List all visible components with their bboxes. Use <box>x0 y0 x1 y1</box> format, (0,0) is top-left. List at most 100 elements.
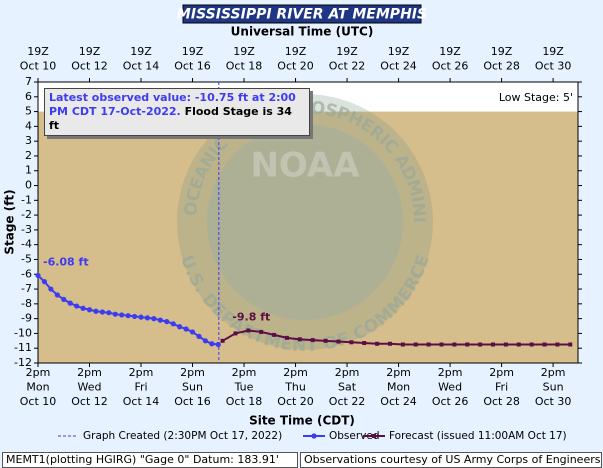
tick-line: 19Z <box>79 45 101 58</box>
tick-line: 2pm <box>386 366 411 379</box>
y-tick-label: -3 <box>21 223 32 236</box>
tick-line: 2pm <box>77 366 102 379</box>
tick-line: Oct 20 <box>277 395 314 408</box>
tick-line: Thu <box>284 381 306 394</box>
x-tick-label: 2pm Fri Oct 28 <box>483 366 520 408</box>
tick-line: Fri <box>495 381 508 394</box>
data-point <box>170 321 176 327</box>
x2-tick-label: 19Z Oct 30 <box>535 45 572 73</box>
watermark-inner <box>207 124 403 320</box>
data-point <box>106 310 112 316</box>
data-point <box>99 309 105 315</box>
legend-label: Forecast (issued 11:00AM Oct 17) <box>389 430 567 442</box>
tick-line: 19Z <box>130 45 152 58</box>
x-tick-label: 2pm Thu Oct 20 <box>277 366 314 408</box>
y-tick-label: 1 <box>25 164 32 177</box>
data-point <box>80 305 86 311</box>
watermark-disc <box>177 94 433 350</box>
tick-line: 19Z <box>491 45 513 58</box>
tick-line: Oct 18 <box>226 395 263 408</box>
data-point <box>323 338 328 343</box>
legend-label: Observed <box>329 430 380 442</box>
data-point <box>439 342 444 347</box>
data-point <box>74 303 80 309</box>
tick-line: Oct 30 <box>535 395 572 408</box>
data-point <box>478 342 483 347</box>
data-point <box>542 342 547 347</box>
tick-line: Oct 18 <box>226 60 263 73</box>
tick-line: Oct 26 <box>432 60 469 73</box>
tick-line: 19Z <box>439 45 461 58</box>
chart-title: MISSISSIPPI RIVER AT MEMPHIS <box>177 7 427 23</box>
tick-line: 19Z <box>27 45 49 58</box>
x2-tick-label: 19Z Oct 24 <box>380 45 417 73</box>
data-point <box>362 341 367 346</box>
y-tick-label: 5 <box>25 105 32 118</box>
x-tick-label: 2pm Sat Oct 22 <box>329 366 366 408</box>
data-point <box>349 340 354 345</box>
y-tick-label: -7 <box>21 282 32 295</box>
y-tick-label: -6 <box>21 267 32 280</box>
y-tick-label: -1 <box>21 193 32 206</box>
data-point <box>503 342 508 347</box>
data-point <box>209 341 215 347</box>
tick-line: 19Z <box>388 45 410 58</box>
y-tick-label: -9 <box>21 312 32 325</box>
x2-tick-label: 19Z Oct 22 <box>329 45 366 73</box>
tick-line: 2pm <box>232 366 257 379</box>
tick-line: Oct 24 <box>380 395 417 408</box>
tick-line: 2pm <box>180 366 205 379</box>
data-point <box>310 338 315 343</box>
tick-line: Oct 10 <box>20 395 57 408</box>
y-tick-label: 4 <box>25 119 32 132</box>
data-point <box>35 272 41 279</box>
y-tick-label: -2 <box>21 208 32 221</box>
data-point <box>48 286 54 292</box>
x-tick-label: 2pm Wed Oct 26 <box>432 366 469 408</box>
band-label: Low Stage: 5' <box>499 91 573 104</box>
x-tick-label: 2pm Wed Oct 12 <box>71 366 108 408</box>
x-tick-label: 2pm Sun Oct 16 <box>174 366 211 408</box>
data-point <box>465 342 470 347</box>
data-point <box>400 342 405 347</box>
tick-line: Oct 22 <box>329 60 366 73</box>
footer-left: MEMT1(plotting HGIRG) "Gage 0" Datum: 18… <box>2 452 298 468</box>
tick-line: 2pm <box>541 366 566 379</box>
x-tick-label: 2pm Fri Oct 14 <box>123 366 160 408</box>
tick-line: Oct 12 <box>71 395 108 408</box>
data-point <box>272 332 277 337</box>
data-point <box>131 313 138 320</box>
tick-line: Oct 14 <box>123 60 160 73</box>
x2-tick-label: 19Z Oct 10 <box>20 45 57 73</box>
info-flood: Flood Stage is 34 ft <box>49 105 292 132</box>
data-point <box>426 342 431 347</box>
x2-tick-label: 19Z Oct 26 <box>432 45 469 73</box>
tick-line: Sun <box>543 381 564 394</box>
tick-line: Oct 24 <box>380 60 417 73</box>
x-tick-label: 2pm Tue Oct 18 <box>226 366 263 408</box>
data-point <box>183 326 189 332</box>
tick-line: Wed <box>78 381 102 394</box>
y-tick-label: 7 <box>25 75 32 88</box>
data-point <box>516 342 521 347</box>
tick-line: Oct 14 <box>123 395 160 408</box>
tick-line: Fri <box>134 381 147 394</box>
data-point <box>297 337 302 342</box>
data-point <box>151 316 157 322</box>
data-point <box>336 339 341 344</box>
data-point <box>491 342 496 347</box>
data-point <box>233 331 238 336</box>
tick-line: Oct 30 <box>535 60 572 73</box>
tick-line: Oct 16 <box>174 60 211 73</box>
plot-frame <box>37 81 579 364</box>
tick-line: Tue <box>234 381 254 394</box>
tick-line: Sun <box>182 381 203 394</box>
tick-line: 2pm <box>438 366 463 379</box>
y-tick-label: -10 <box>14 326 32 339</box>
data-point <box>157 317 163 323</box>
data-point <box>220 338 225 343</box>
data-point <box>41 279 48 285</box>
y-tick-label: 0 <box>25 179 32 192</box>
x-tick-label: 2pm Sun Oct 30 <box>535 366 572 408</box>
data-point <box>164 318 170 325</box>
